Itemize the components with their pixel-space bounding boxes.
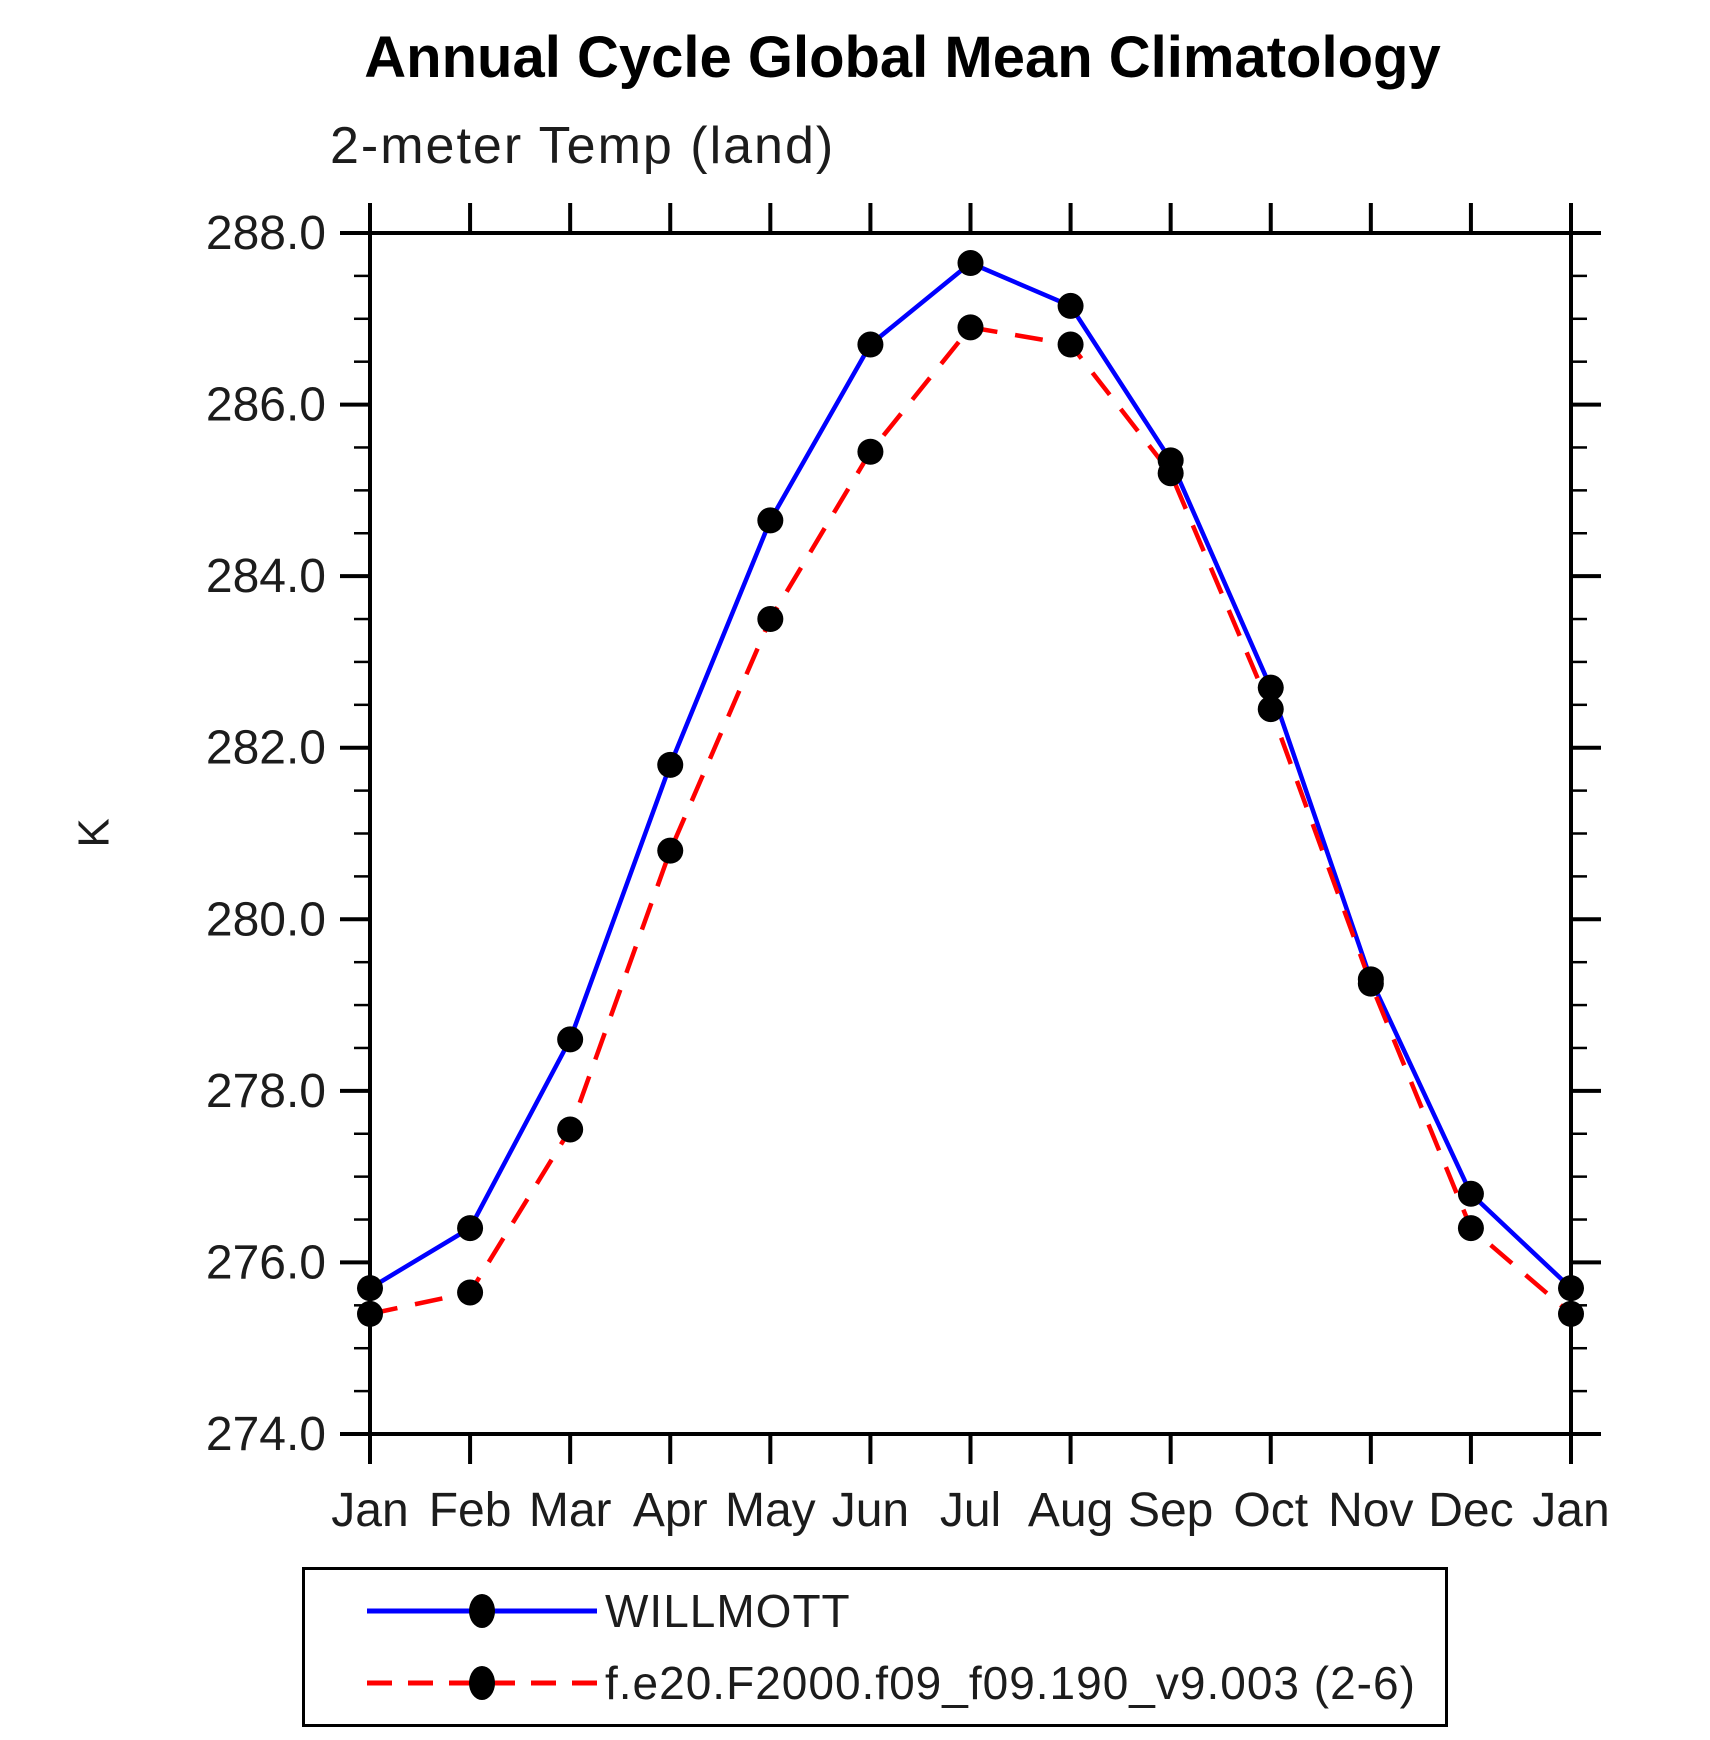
data-point	[1157, 460, 1184, 487]
data-point	[857, 331, 884, 358]
x-tick-label: Apr	[633, 1484, 708, 1537]
data-point	[557, 1026, 584, 1053]
x-tick-label: Dec	[1428, 1484, 1513, 1537]
data-point	[757, 606, 784, 633]
plot-frame	[368, 231, 1573, 1436]
data-point	[657, 837, 684, 864]
legend-label: f.e20.F2000.f09_f09.190_v9.003 (2-6)	[605, 1657, 1416, 1709]
data-point	[1257, 696, 1284, 723]
x-tick-label: May	[725, 1484, 816, 1537]
x-tick-label: Jan	[1532, 1484, 1609, 1537]
x-tick-label: Jun	[832, 1484, 909, 1537]
data-point	[357, 1300, 383, 1327]
chart-title: Annual Cycle Global Mean Climatology	[364, 25, 1441, 90]
y-tick-label: 288.0	[206, 207, 326, 260]
y-tick-label: 276.0	[206, 1236, 326, 1289]
data-point	[957, 314, 984, 341]
data-point	[457, 1215, 484, 1242]
y-tick-label: 280.0	[206, 893, 326, 946]
data-point	[1558, 1300, 1584, 1327]
x-tick-label: Jan	[331, 1484, 408, 1537]
y-tick-label: 284.0	[206, 550, 326, 603]
legend-label: WILLMOTT	[605, 1585, 851, 1637]
data-point	[1357, 970, 1384, 997]
x-tick-label: Feb	[429, 1484, 512, 1537]
x-tick-label: Oct	[1233, 1484, 1308, 1537]
y-tick-label: 282.0	[206, 722, 326, 775]
x-tick-label: Jul	[940, 1484, 1001, 1537]
legend-item-model: f.e20.F2000.f09_f09.190_v9.003 (2-6)	[305, 1652, 1445, 1714]
legend-sample-dashed-line-icon	[367, 1666, 597, 1700]
data-point	[1057, 331, 1084, 358]
data-point	[957, 250, 984, 277]
legend-marker-dot-icon	[469, 1594, 495, 1628]
series-line-1	[369, 324, 1573, 1317]
data-point	[1457, 1215, 1484, 1242]
data-point	[457, 1279, 484, 1306]
x-tick-label: Nov	[1328, 1484, 1413, 1537]
data-point	[1558, 1275, 1584, 1302]
y-tick-label: 274.0	[206, 1408, 326, 1461]
legend: WILLMOTT f.e20.F2000.f09_f09.190_v9.003 …	[302, 1567, 1448, 1727]
data-point	[357, 1275, 383, 1302]
legend-sample-solid-line-icon	[367, 1594, 597, 1628]
y-tick-label: 286.0	[206, 379, 326, 432]
data-point	[1057, 292, 1084, 319]
legend-marker-dot-icon	[469, 1666, 495, 1700]
data-point	[857, 438, 884, 465]
data-point	[557, 1116, 584, 1143]
x-tick-label: Sep	[1128, 1484, 1213, 1537]
y-tick-label: 278.0	[206, 1065, 326, 1118]
legend-item-willmott: WILLMOTT	[305, 1580, 1445, 1642]
series-line-0	[368, 260, 1573, 1291]
data-point	[1257, 674, 1284, 701]
data-point	[1457, 1180, 1484, 1207]
data-point	[757, 507, 784, 534]
y-axis-label: K	[69, 818, 119, 848]
x-tick-label: Aug	[1028, 1484, 1113, 1537]
x-tick-label: Mar	[529, 1484, 612, 1537]
data-point	[657, 751, 684, 778]
chart-subtitle: 2-meter Temp (land)	[330, 117, 836, 175]
